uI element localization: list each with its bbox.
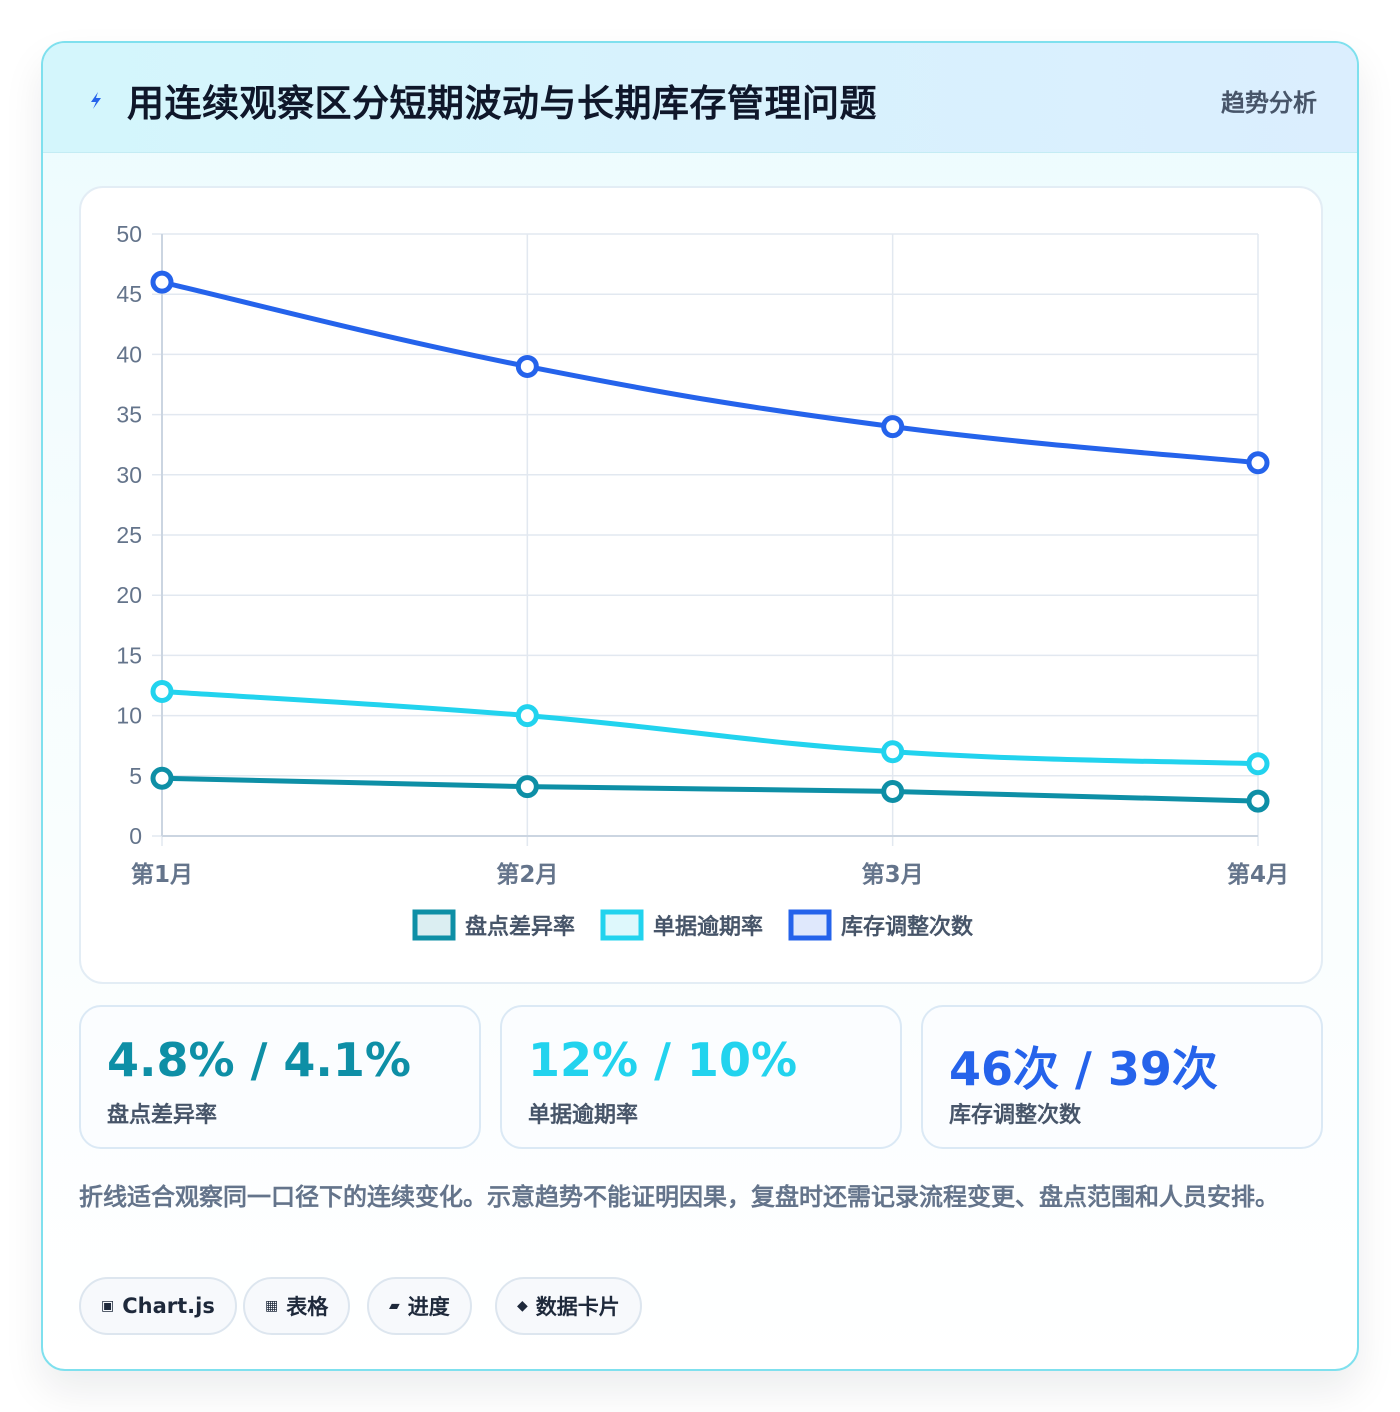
legend-swatch [788,909,832,941]
legend-label: 库存调整次数 [841,914,974,940]
data-point [1246,451,1270,475]
pill-progress[interactable]: ▰ 进度 [367,1277,472,1335]
chart-container: 0 5 10 15 20 25 30 35 40 45 50 第1月 第2月 第3月 第4月盘点差异率 单据逾… [79,186,1323,984]
lightning-bolt-icon [91,92,101,109]
progress-icon: ▰ [389,1298,400,1314]
chart-card: 用连续观察区分短期波动与长期库存管理问题 趋势分析 0 5 10 15 20 25 30 35… [41,41,1359,1371]
x-tick-label: 第2月 [496,861,558,888]
legend-swatch [412,909,456,941]
series-line-1 [159,689,1261,767]
y-tick-label: 0 [129,823,142,849]
chart-icon: ▣ [101,1298,115,1314]
pill-label: Chart.js [122,1294,215,1318]
stat-card-inventory-variance: 4.8% / 4.1% 盘点差异率 [79,1005,481,1149]
diamond-icon: ◆ [517,1298,528,1314]
card-header: 用连续观察区分短期波动与长期库存管理问题 趋势分析 [43,43,1357,153]
stat-value: 46次 / 39次 [949,1042,1218,1096]
data-point [881,415,905,439]
stat-card-adjustments: 46次 / 39次 库存调整次数 [921,1005,1323,1149]
stat-label: 单据逾期率 [528,1103,639,1128]
header-tag: 趋势分析 [1221,89,1317,117]
pill-label: 数据卡片 [535,1295,620,1319]
y-tick-label: 20 [116,582,142,608]
analysis-note: 折线适合观察同一口径下的连续变化。示意趋势不能证明因果，复盘时还需记录流程变更、… [79,1183,1279,1211]
series-line-2 [159,279,1261,466]
y-tick-label: 15 [116,642,142,668]
y-tick-label: 50 [116,221,142,247]
y-tick-label: 30 [116,462,142,488]
card-title: 用连续观察区分短期波动与长期库存管理问题 [127,82,877,125]
series-line-0 [159,775,1261,804]
data-point [515,704,539,728]
legend-label: 盘点差异率 [465,914,575,940]
pill-chartjs[interactable]: ▣ Chart.js [79,1277,237,1335]
y-tick-label: 35 [116,402,142,428]
stat-label: 盘点差异率 [107,1103,218,1128]
stat-label: 库存调整次数 [949,1103,1082,1128]
legend-label: 单据逾期率 [653,914,763,940]
pill-data-cards[interactable]: ◆ 数据卡片 [495,1277,642,1335]
y-tick-label: 45 [116,281,142,307]
data-point [150,766,174,790]
data-point [515,775,539,799]
y-tick-label: 40 [116,341,142,367]
data-point [150,270,174,294]
stat-card-overdue-docs: 12% / 10% 单据逾期率 [500,1005,902,1149]
x-tick-label: 第4月 [1227,861,1289,888]
stat-value: 12% / 10% [528,1033,798,1087]
data-point [515,354,539,378]
y-tick-label: 10 [116,703,142,729]
y-tick-label: 5 [129,763,142,789]
data-point [881,779,905,803]
data-point [150,680,174,704]
pill-table[interactable]: ▦ 表格 [243,1277,351,1335]
data-point [1246,752,1270,776]
data-point [881,740,905,764]
stat-value: 4.8% / 4.1% [107,1033,411,1087]
x-tick-label: 第1月 [131,861,193,888]
pill-label: 进度 [407,1295,450,1319]
x-tick-label: 第3月 [862,861,924,888]
legend-swatch [600,909,644,941]
data-point [1246,789,1270,813]
table-icon: ▦ [265,1298,279,1314]
pill-label: 表格 [286,1295,329,1319]
y-tick-label: 25 [116,522,142,548]
